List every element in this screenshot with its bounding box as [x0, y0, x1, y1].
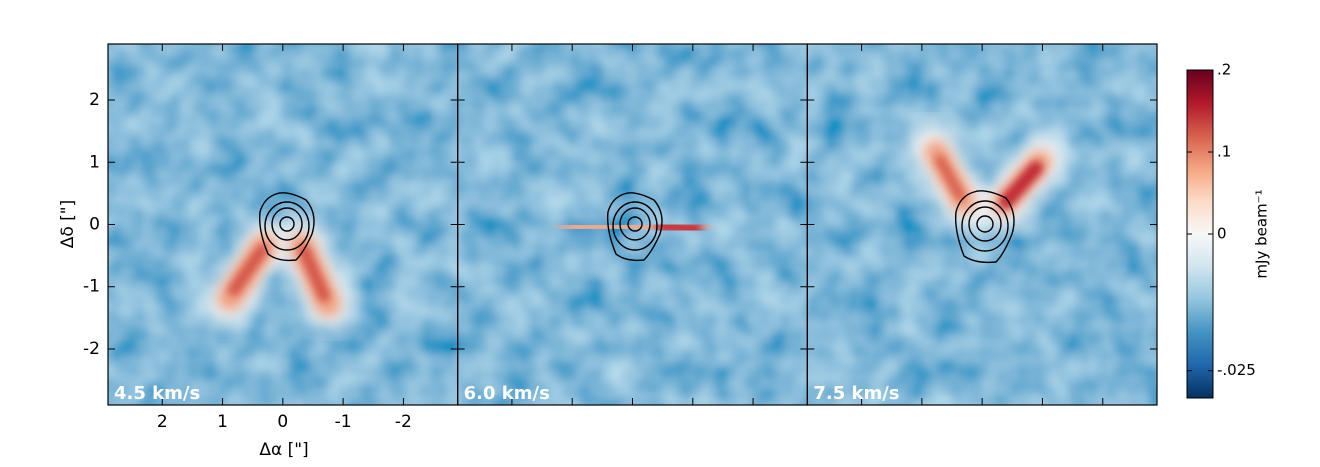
- colorbar-tick-label: .2: [1217, 61, 1231, 79]
- map-panel: [458, 44, 807, 405]
- panel-label: 6.0 km/s: [464, 383, 550, 404]
- colorbar-label: mJy beam⁻¹: [1253, 189, 1271, 278]
- colorbar-tick-label: 0: [1217, 225, 1227, 243]
- y-tick-label: 0: [89, 215, 100, 235]
- panel-label: 4.5 km/s: [114, 383, 200, 404]
- x-axis-label: Δα ["]: [259, 440, 308, 460]
- x-tick-label: 2: [157, 412, 168, 432]
- panel-label: 7.5 km/s: [813, 383, 899, 404]
- x-tick-label: 0: [277, 412, 288, 432]
- y-tick-label: -2: [83, 339, 100, 359]
- x-tick-label: -2: [395, 412, 412, 432]
- y-tick-label: 1: [89, 152, 100, 172]
- y-axis-label: Δδ ["]: [58, 200, 78, 249]
- map-panel: [108, 44, 458, 405]
- x-tick-label: -1: [335, 412, 352, 432]
- map-panel: [807, 44, 1157, 405]
- colorbar-tick-label: -.025: [1217, 361, 1256, 379]
- y-tick-label: -1: [83, 277, 100, 297]
- y-tick-label: 2: [89, 90, 100, 110]
- x-tick-label: 1: [217, 412, 228, 432]
- colorbar-tick-label: .1: [1217, 143, 1231, 161]
